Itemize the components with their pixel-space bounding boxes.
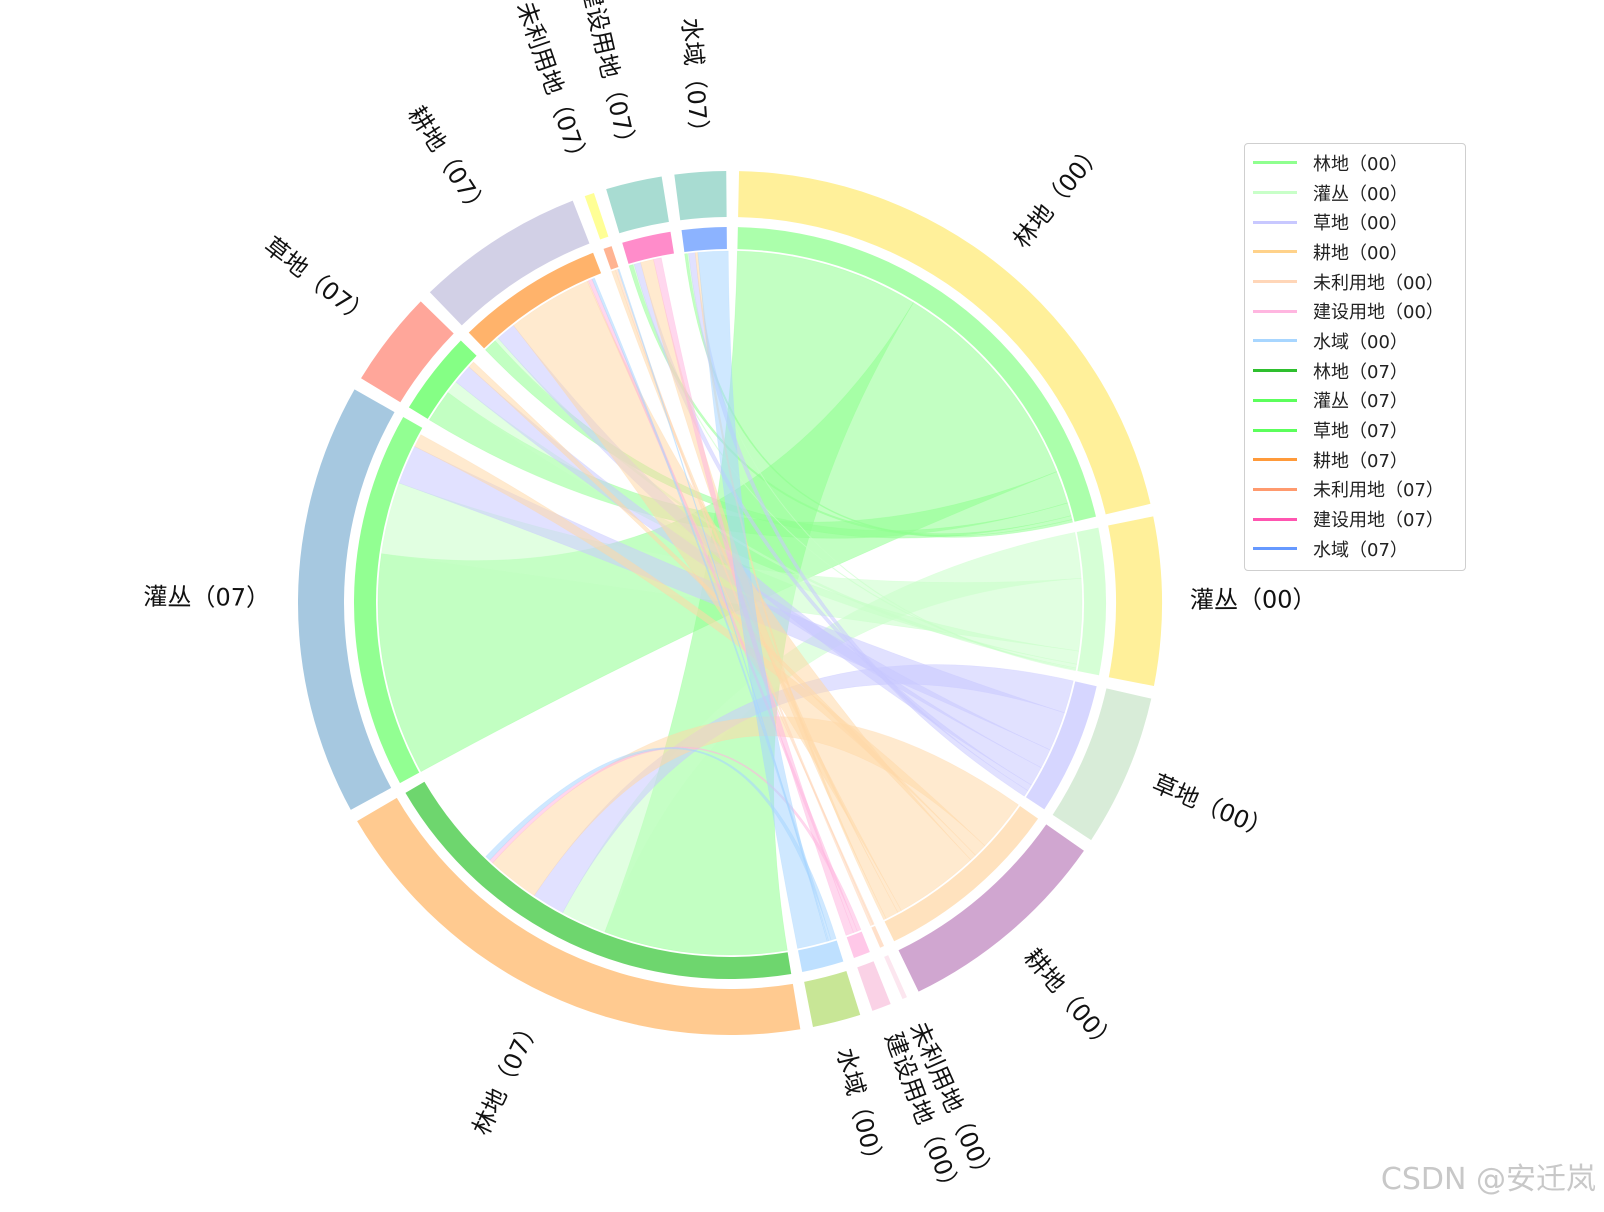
ribbon-33 <box>697 250 828 949</box>
legend-swatch <box>1253 398 1297 402</box>
legend-label: 林地（07） <box>1313 361 1408 383</box>
outer-arc-12 <box>606 176 669 234</box>
segment-label-3: 耕地（00） <box>1019 943 1122 1057</box>
inner-arc-2 <box>1025 681 1097 810</box>
legend-label: 建设用地（00） <box>1313 302 1444 324</box>
legend-label: 未利用地（07） <box>1313 480 1444 502</box>
outer-arcs <box>297 171 1162 1035</box>
outer-arc-7 <box>357 797 801 1035</box>
segment-label-6: 水域（00） <box>831 1045 889 1175</box>
legend-item: 未利用地（00） <box>1245 267 1465 297</box>
outer-arc-9 <box>361 301 454 403</box>
legend-item: 耕地（07） <box>1245 445 1465 475</box>
segment-label-8: 灌丛（07） <box>143 583 270 612</box>
legend: 林地（00） 灌丛（00） 草地（00） 耕地（00） 未利用地（00） 建设用地（00）… <box>1244 143 1466 571</box>
outer-arc-3 <box>898 824 1084 992</box>
legend-label: 草地（07） <box>1313 421 1408 443</box>
legend-item: 草地（07） <box>1245 415 1465 445</box>
inner-arc-10 <box>468 252 602 349</box>
segment-label-1: 灌丛（00） <box>1190 585 1317 614</box>
inner-arc-6 <box>797 940 844 972</box>
segment-label-13: 水域（07） <box>677 17 714 145</box>
ribbon-26 <box>614 268 874 927</box>
legend-swatch <box>1253 250 1297 254</box>
inner-arc-4 <box>871 925 885 948</box>
inner-arcs <box>354 227 1106 979</box>
watermark: CSDN @安迁岚 <box>1380 1162 1596 1197</box>
legend-label: 水域（00） <box>1313 331 1408 353</box>
legend-label: 耕地（07） <box>1313 450 1408 472</box>
legend-label: 草地（00） <box>1313 213 1408 235</box>
outer-arc-13 <box>674 171 727 221</box>
outer-arc-6 <box>804 971 861 1027</box>
inner-arc-1 <box>1076 527 1106 676</box>
legend-label: 耕地（00） <box>1313 242 1408 264</box>
legend-swatch <box>1253 458 1297 462</box>
legend-swatch <box>1253 191 1297 195</box>
inner-arc-12 <box>622 231 674 264</box>
outer-arc-0 <box>738 171 1151 515</box>
ribbon-24 <box>694 252 887 921</box>
legend-item: 未利用地（07） <box>1245 475 1465 505</box>
inner-arc-13 <box>681 227 727 252</box>
outer-arc-8 <box>297 389 395 810</box>
legend-swatch <box>1253 487 1297 491</box>
outer-arc-4 <box>884 955 907 1000</box>
segment-label-0: 林地（00） <box>1008 137 1109 253</box>
outer-arc-1 <box>1108 516 1162 687</box>
legend-swatch <box>1253 517 1297 521</box>
segment-label-9: 草地（07） <box>259 232 376 332</box>
outer-arc-11 <box>584 192 609 240</box>
inner-arc-8 <box>354 417 423 784</box>
ribbon-9 <box>494 337 1077 669</box>
legend-item: 林地（07） <box>1245 356 1465 386</box>
legend-swatch <box>1253 547 1297 551</box>
inner-arc-3 <box>884 805 1039 942</box>
legend-label: 灌丛（07） <box>1313 391 1408 413</box>
inner-arc-11 <box>603 246 619 270</box>
legend-label: 林地（00） <box>1313 153 1408 175</box>
legend-item: 耕地（00） <box>1245 237 1465 267</box>
outer-arc-10 <box>429 200 590 326</box>
segment-label-7: 林地（07） <box>467 1013 546 1139</box>
segment-label-11: 未利用地（07） <box>511 0 594 172</box>
inner-arc-9 <box>408 340 477 419</box>
inner-arc-0 <box>737 227 1096 522</box>
legend-label: 建设用地（07） <box>1313 510 1444 532</box>
legend-item: 水域（07） <box>1245 534 1465 564</box>
outer-arc-2 <box>1052 688 1152 841</box>
legend-swatch <box>1253 161 1297 165</box>
outer-arc-5 <box>857 961 891 1011</box>
legend-item: 建设用地（00） <box>1245 296 1465 326</box>
legend-item: 草地（00） <box>1245 207 1465 237</box>
legend-label: 灌丛（00） <box>1313 183 1408 205</box>
inner-arc-5 <box>846 931 870 958</box>
ribbon-11 <box>686 253 1077 672</box>
legend-item: 水域（00） <box>1245 326 1465 356</box>
legend-swatch <box>1253 280 1297 284</box>
legend-label: 未利用地（00） <box>1313 272 1444 294</box>
segment-label-2: 草地（00） <box>1148 769 1275 844</box>
legend-item: 灌丛（07） <box>1245 386 1465 416</box>
legend-swatch <box>1253 309 1297 313</box>
legend-item: 建设用地（07） <box>1245 504 1465 534</box>
legend-item: 林地（00） <box>1245 148 1465 178</box>
inner-arc-7 <box>405 781 792 979</box>
legend-swatch <box>1253 220 1297 224</box>
legend-swatch <box>1253 339 1297 343</box>
segment-label-10: 耕地（07） <box>402 101 494 223</box>
legend-item: 灌丛（00） <box>1245 178 1465 208</box>
ribbon-27 <box>489 746 862 932</box>
ribbon-17 <box>688 252 1029 797</box>
chord-ribbons <box>377 250 1083 956</box>
legend-label: 水域（07） <box>1313 539 1408 561</box>
ribbon-5 <box>684 253 1073 538</box>
legend-swatch <box>1253 428 1297 432</box>
segment-label-12: 建设用地（07） <box>576 0 642 157</box>
legend-swatch <box>1253 369 1297 373</box>
